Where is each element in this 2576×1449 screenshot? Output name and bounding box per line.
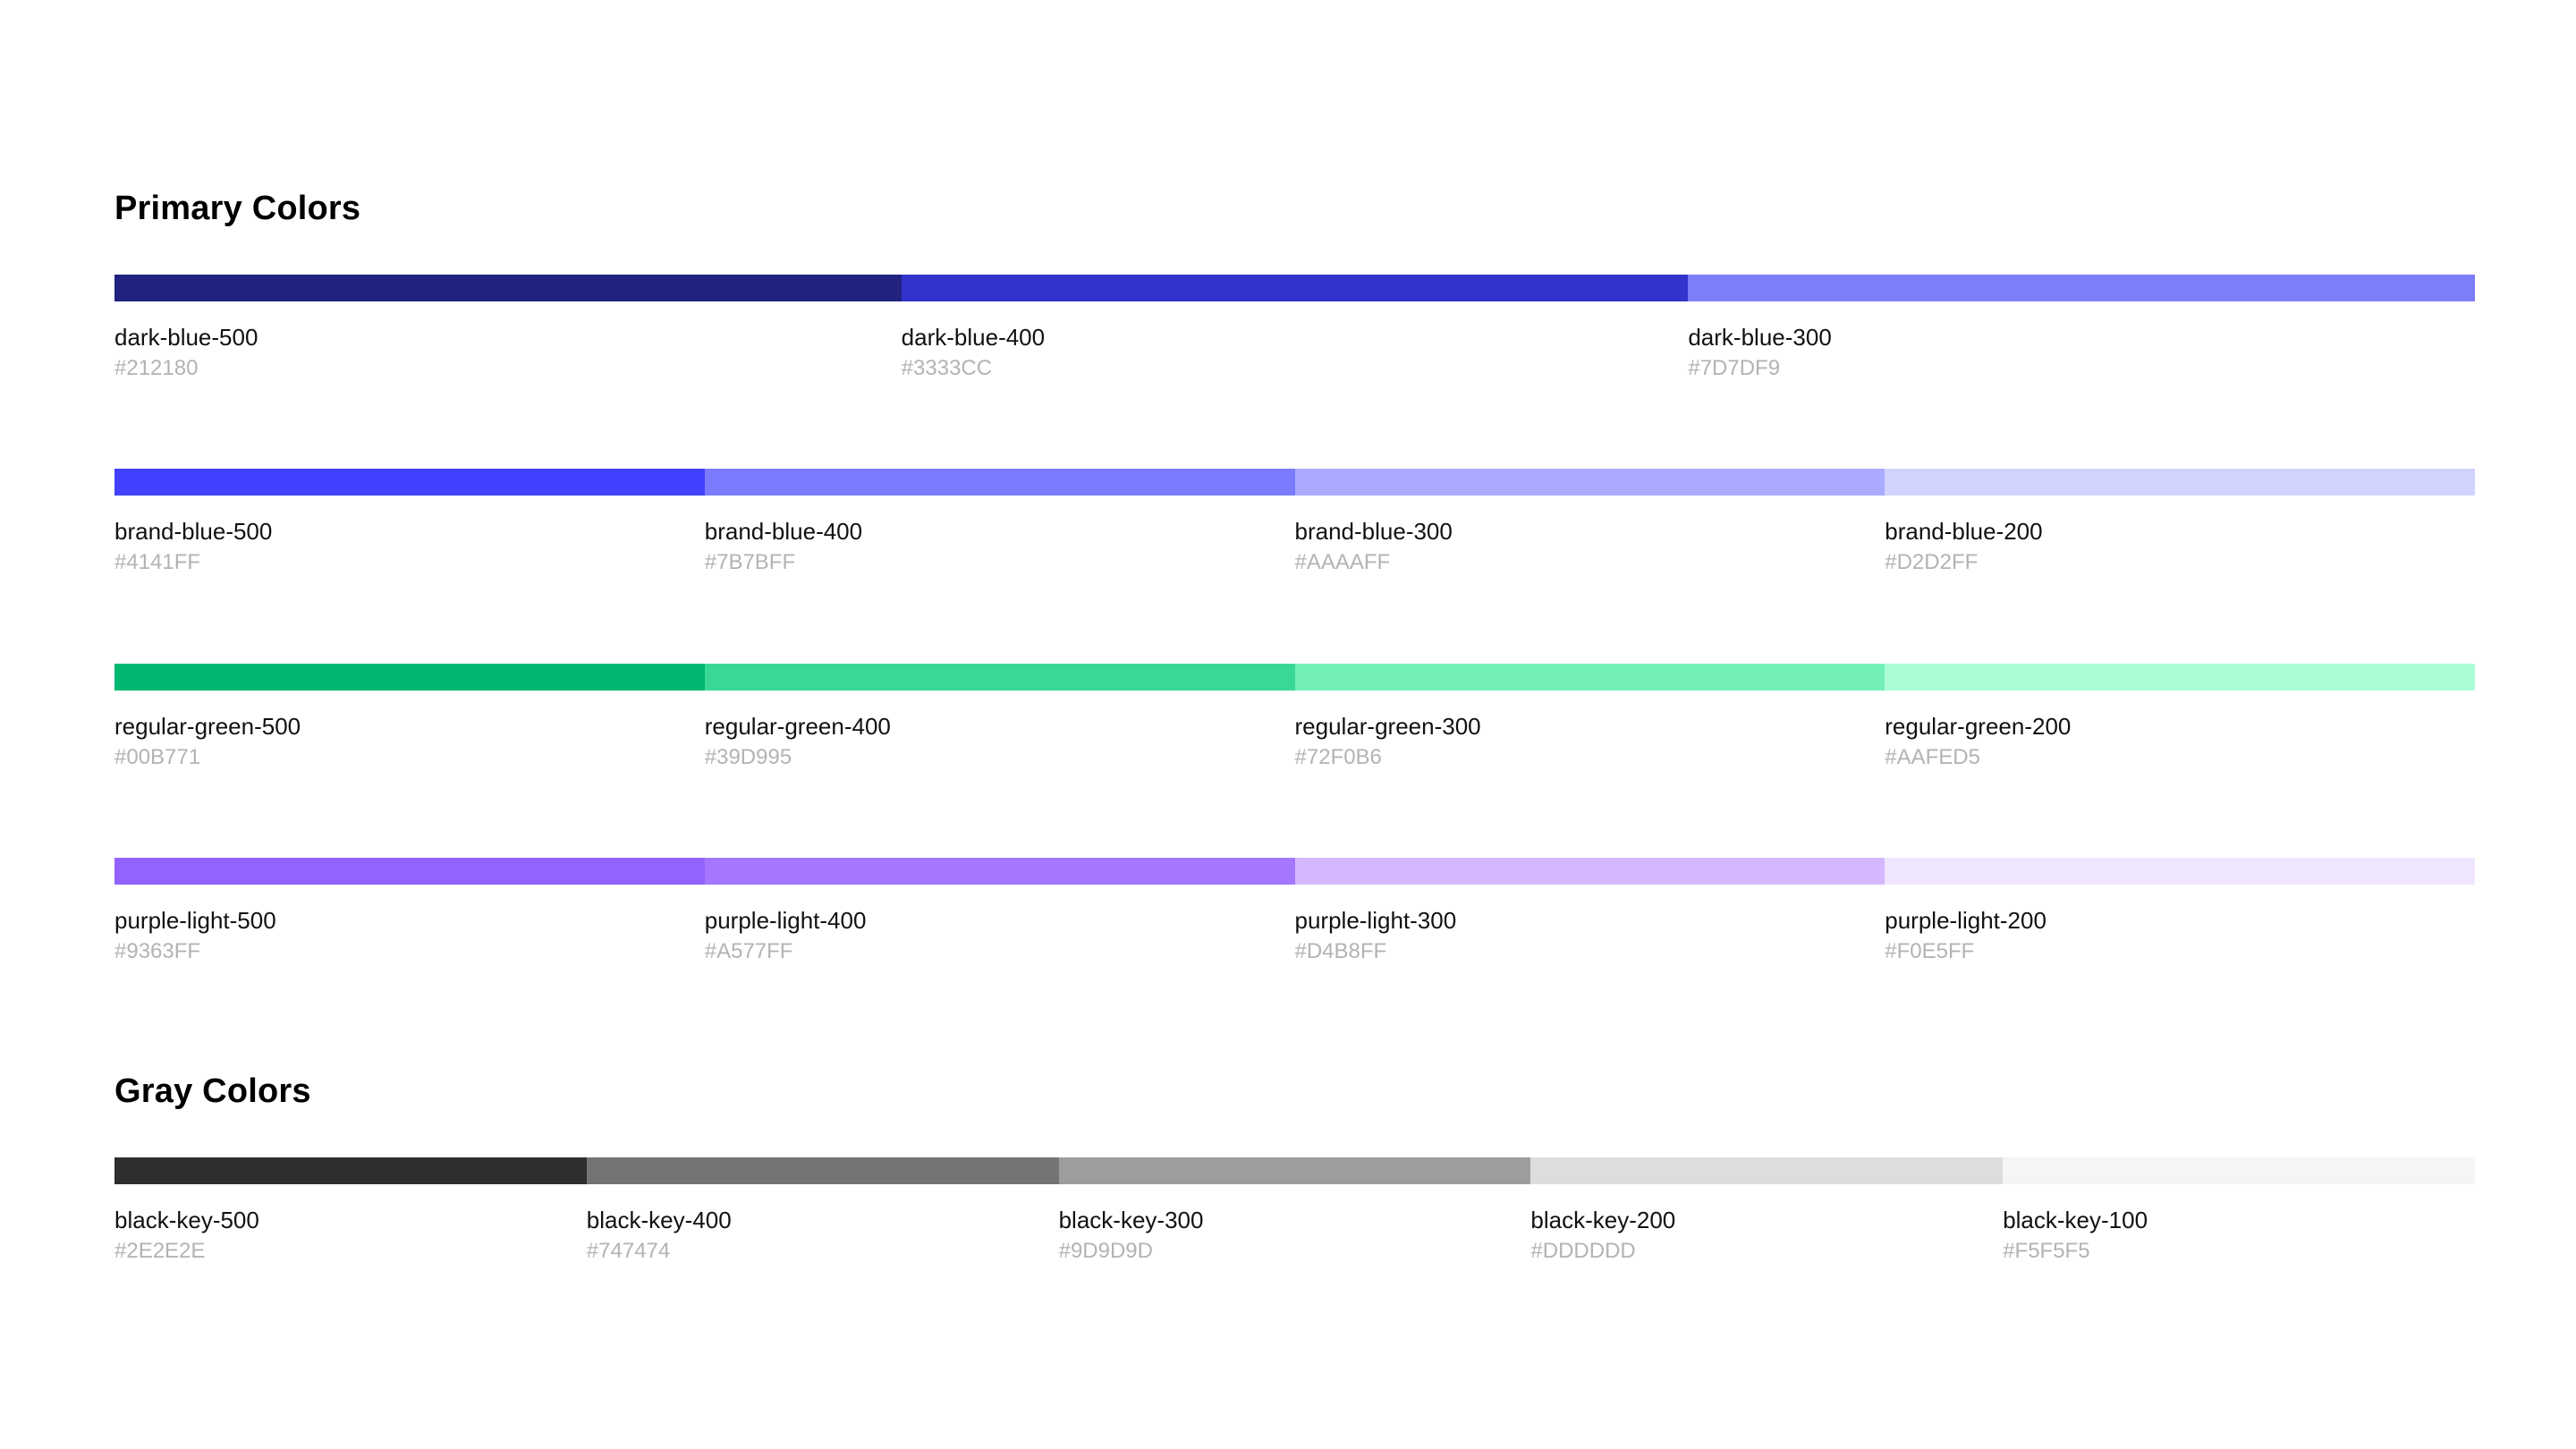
swatch: brand-blue-400 #7B7BFF	[704, 469, 1295, 576]
color-hex: #72F0B6	[1294, 745, 1382, 769]
color-name: dark-blue-400	[901, 324, 1046, 351]
swatch: black-key-300 #9D9D9D	[1058, 1157, 1531, 1265]
color-bar	[586, 1157, 1059, 1184]
color-name: regular-green-400	[704, 713, 891, 740]
swatch: dark-blue-500 #212180	[114, 275, 902, 382]
color-name: black-key-300	[1058, 1207, 1204, 1233]
color-hex: #D4B8FF	[1294, 939, 1387, 963]
color-name: dark-blue-500	[114, 324, 258, 351]
color-name: regular-green-200	[1885, 713, 2072, 740]
color-bar	[1885, 664, 2475, 691]
color-name: dark-blue-300	[1688, 324, 1832, 351]
color-hex: #D2D2FF	[1885, 550, 1979, 574]
color-name: regular-green-500	[114, 713, 301, 740]
swatch: dark-blue-300 #7D7DF9	[1688, 275, 2476, 382]
color-hex: #AAFED5	[1885, 745, 1980, 769]
color-hex: #DDDDDD	[1530, 1239, 1636, 1263]
swatch: black-key-100 #F5F5F5	[2003, 1157, 2475, 1265]
swatch: regular-green-500 #00B771	[114, 664, 705, 771]
palette-row-dark-blue: dark-blue-500 #212180 dark-blue-400 #333…	[114, 275, 2476, 382]
color-hex: #7B7BFF	[704, 550, 796, 574]
color-name: black-key-100	[2003, 1207, 2148, 1233]
color-hex: #4141FF	[114, 550, 201, 574]
color-bar	[114, 858, 705, 885]
color-hex: #00B771	[114, 745, 201, 769]
swatch: black-key-200 #DDDDDD	[1530, 1157, 2004, 1265]
swatch: brand-blue-300 #AAAAFF	[1294, 469, 1885, 576]
color-bar	[1885, 469, 2475, 496]
color-name: brand-blue-400	[704, 518, 863, 545]
color-bar	[1688, 275, 2476, 301]
swatch: purple-light-400 #A577FF	[704, 858, 1295, 965]
color-bar	[1294, 664, 1885, 691]
color-hex: #747474	[586, 1239, 671, 1263]
color-hex: #A577FF	[704, 939, 793, 963]
color-bar	[1058, 1157, 1531, 1184]
color-bar	[1294, 858, 1885, 885]
color-name: brand-blue-500	[114, 518, 273, 545]
color-bar	[704, 469, 1295, 496]
swatch: regular-green-200 #AAFED5	[1885, 664, 2475, 771]
color-hex: #9363FF	[114, 939, 201, 963]
swatch: regular-green-400 #39D995	[704, 664, 1295, 771]
palette-row-purple-light: purple-light-500 #9363FF purple-light-40…	[114, 858, 2475, 965]
color-bar	[704, 858, 1295, 885]
color-name: brand-blue-300	[1294, 518, 1453, 545]
primary-colors-title: Primary Colors	[114, 190, 361, 227]
color-hex: #212180	[114, 356, 199, 380]
color-hex: #39D995	[704, 745, 792, 769]
color-name: purple-light-400	[704, 907, 867, 934]
color-name: black-key-400	[586, 1207, 732, 1233]
swatch: black-key-500 #2E2E2E	[114, 1157, 587, 1265]
swatch: black-key-400 #747474	[586, 1157, 1059, 1265]
color-hex: #3333CC	[901, 356, 993, 380]
gray-colors-title: Gray Colors	[114, 1072, 311, 1110]
swatch: purple-light-300 #D4B8FF	[1294, 858, 1885, 965]
color-bar	[2003, 1157, 2475, 1184]
swatch: dark-blue-400 #3333CC	[901, 275, 1689, 382]
color-bar	[704, 664, 1295, 691]
color-name: brand-blue-200	[1885, 518, 2043, 545]
palette-row-regular-green: regular-green-500 #00B771 regular-green-…	[114, 664, 2475, 771]
color-bar	[114, 1157, 587, 1184]
color-name: black-key-200	[1530, 1207, 1676, 1233]
palette-row-brand-blue: brand-blue-500 #4141FF brand-blue-400 #7…	[114, 469, 2475, 576]
color-hex: #F0E5FF	[1885, 939, 1975, 963]
color-hex: #2E2E2E	[114, 1239, 206, 1263]
color-hex: #F5F5F5	[2003, 1239, 2090, 1263]
color-bar	[114, 664, 705, 691]
color-bar	[901, 275, 1689, 301]
color-name: purple-light-300	[1294, 907, 1457, 934]
color-bar	[114, 275, 902, 301]
color-bar	[1530, 1157, 2004, 1184]
palette-row-black-key: black-key-500 #2E2E2E black-key-400 #747…	[114, 1157, 2475, 1265]
swatch: brand-blue-500 #4141FF	[114, 469, 705, 576]
color-bar	[1885, 858, 2475, 885]
color-name: purple-light-500	[114, 907, 276, 934]
swatch: regular-green-300 #72F0B6	[1294, 664, 1885, 771]
color-hex: #9D9D9D	[1058, 1239, 1153, 1263]
swatch: purple-light-500 #9363FF	[114, 858, 705, 965]
color-name: purple-light-200	[1885, 907, 2046, 934]
color-hex: #7D7DF9	[1688, 356, 1781, 380]
color-bar	[1294, 469, 1885, 496]
color-name: black-key-500	[114, 1207, 259, 1233]
color-hex: #AAAAFF	[1294, 550, 1391, 574]
color-bar	[114, 469, 705, 496]
swatch: purple-light-200 #F0E5FF	[1885, 858, 2475, 965]
swatch: brand-blue-200 #D2D2FF	[1885, 469, 2475, 576]
color-name: regular-green-300	[1294, 713, 1481, 740]
